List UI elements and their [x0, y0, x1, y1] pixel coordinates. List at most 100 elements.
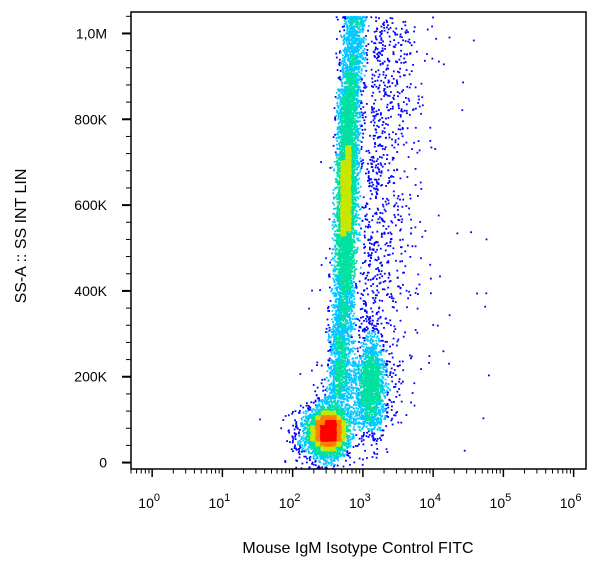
event-dot	[366, 457, 368, 459]
event-dot	[350, 68, 353, 71]
event-dot	[346, 450, 349, 453]
event-dot	[359, 88, 362, 91]
event-dot	[355, 418, 358, 421]
event-dot	[386, 411, 389, 414]
event-dot	[379, 351, 381, 354]
event-dot	[343, 357, 345, 359]
event-dot	[379, 401, 381, 404]
event-dot	[356, 246, 359, 249]
event-dot	[386, 197, 388, 200]
event-dot	[373, 117, 376, 120]
event-dot	[334, 266, 337, 268]
event-dot	[316, 467, 319, 469]
event-dot	[378, 282, 381, 285]
event-dot	[357, 133, 360, 136]
event-dot	[359, 416, 362, 419]
event-dot	[334, 151, 337, 154]
event-dot	[378, 299, 381, 302]
event-dot	[335, 56, 338, 59]
event-dot	[379, 35, 381, 38]
event-dot	[376, 57, 378, 60]
event-dot	[370, 424, 373, 427]
event-dot	[332, 189, 335, 191]
event-dot	[342, 89, 345, 91]
event-dot	[357, 95, 359, 98]
event-dot	[305, 404, 308, 407]
event-dot	[365, 335, 368, 338]
event-dot	[350, 72, 352, 75]
event-dot	[377, 69, 380, 72]
event-dot	[355, 177, 357, 179]
event-dot	[388, 80, 391, 83]
event-dot	[343, 25, 345, 28]
event-dot	[311, 411, 314, 413]
event-dot	[335, 311, 337, 314]
event-dot	[330, 336, 333, 339]
event-dot	[391, 156, 394, 159]
event-dot	[349, 42, 352, 45]
event-dot	[353, 252, 356, 255]
event-dot	[348, 404, 350, 407]
event-dot	[351, 250, 354, 252]
event-dot	[367, 179, 369, 182]
event-dot	[357, 239, 359, 242]
event-dot	[388, 274, 391, 276]
event-dot	[342, 348, 345, 351]
event-dot	[379, 135, 382, 138]
event-dot	[332, 212, 335, 215]
event-dot	[366, 274, 369, 277]
event-dot	[345, 69, 347, 72]
event-dot	[356, 85, 358, 88]
event-dot	[391, 306, 394, 308]
event-dot	[380, 236, 383, 238]
event-dot	[368, 182, 371, 184]
event-dot	[356, 139, 359, 142]
event-dot	[372, 134, 375, 137]
event-dot	[383, 395, 386, 398]
event-dot	[350, 281, 353, 284]
event-dot	[376, 79, 379, 82]
event-dot	[366, 49, 369, 51]
event-dot	[337, 320, 340, 323]
event-dot	[381, 411, 384, 414]
event-dot	[346, 330, 349, 332]
event-dot	[307, 404, 310, 407]
event-dot	[350, 397, 352, 400]
event-dot	[348, 411, 351, 414]
event-dot	[351, 50, 354, 53]
event-dot	[349, 306, 352, 309]
event-dot	[328, 286, 331, 289]
event-dot	[338, 324, 341, 327]
event-dot	[340, 390, 343, 393]
event-dot	[342, 71, 344, 73]
event-dot	[386, 294, 388, 296]
event-dot	[371, 322, 374, 325]
event-dot	[381, 409, 384, 412]
event-dot	[348, 60, 350, 63]
event-dot	[369, 263, 372, 266]
event-dot	[355, 393, 358, 396]
event-dot	[330, 351, 333, 354]
event-dot	[397, 205, 399, 208]
event-dot	[380, 333, 383, 336]
event-dot	[379, 345, 382, 347]
event-dot	[352, 265, 354, 268]
event-dot	[372, 302, 375, 304]
event-dot	[373, 348, 376, 350]
event-dot	[374, 166, 377, 169]
event-dot	[351, 433, 353, 436]
event-dot	[329, 398, 332, 401]
event-dot	[350, 377, 353, 379]
event-dot	[384, 243, 387, 246]
event-dot	[372, 340, 375, 343]
event-dot	[352, 360, 355, 363]
event-dot	[389, 240, 392, 243]
event-dot	[303, 420, 306, 422]
event-dot	[333, 219, 336, 221]
event-dot	[306, 418, 309, 420]
event-dot	[364, 87, 367, 89]
event-dot	[358, 66, 361, 68]
event-dot	[420, 188, 423, 190]
event-dot	[330, 400, 333, 403]
event-dot	[373, 419, 375, 422]
